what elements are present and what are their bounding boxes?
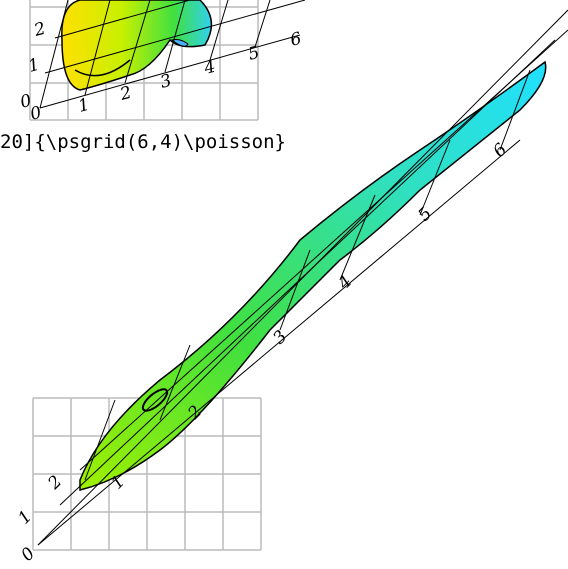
mouth: [74, 59, 131, 77]
y-label: 2: [31, 19, 48, 41]
fin: [170, 39, 189, 47]
bottom-skew-grid: [37, 9, 568, 546]
top-skew-grid: [39, 0, 306, 109]
bottom-grid: [32, 397, 262, 551]
x-label: 1: [76, 95, 92, 117]
eye: [141, 388, 169, 412]
x-label: 2: [117, 83, 134, 105]
code-text: 20]{\psgrid(6,4)\poisson}: [0, 131, 286, 153]
x-label: 6: [288, 29, 304, 51]
x-label: 3: [158, 71, 174, 93]
y-label: 2: [44, 472, 67, 495]
fish-skewed: [79, 60, 547, 491]
x-label: 1: [107, 472, 129, 494]
y-label: 1: [26, 55, 42, 77]
x-label: 0: [28, 103, 44, 125]
x-label: 4: [334, 272, 357, 295]
x-label: 3: [269, 327, 291, 349]
y-label: 0: [18, 91, 34, 113]
y-label: 0: [17, 544, 39, 566]
x-label: 5: [246, 43, 262, 65]
x-label: 5: [414, 204, 436, 226]
x-label: 4: [201, 57, 218, 79]
